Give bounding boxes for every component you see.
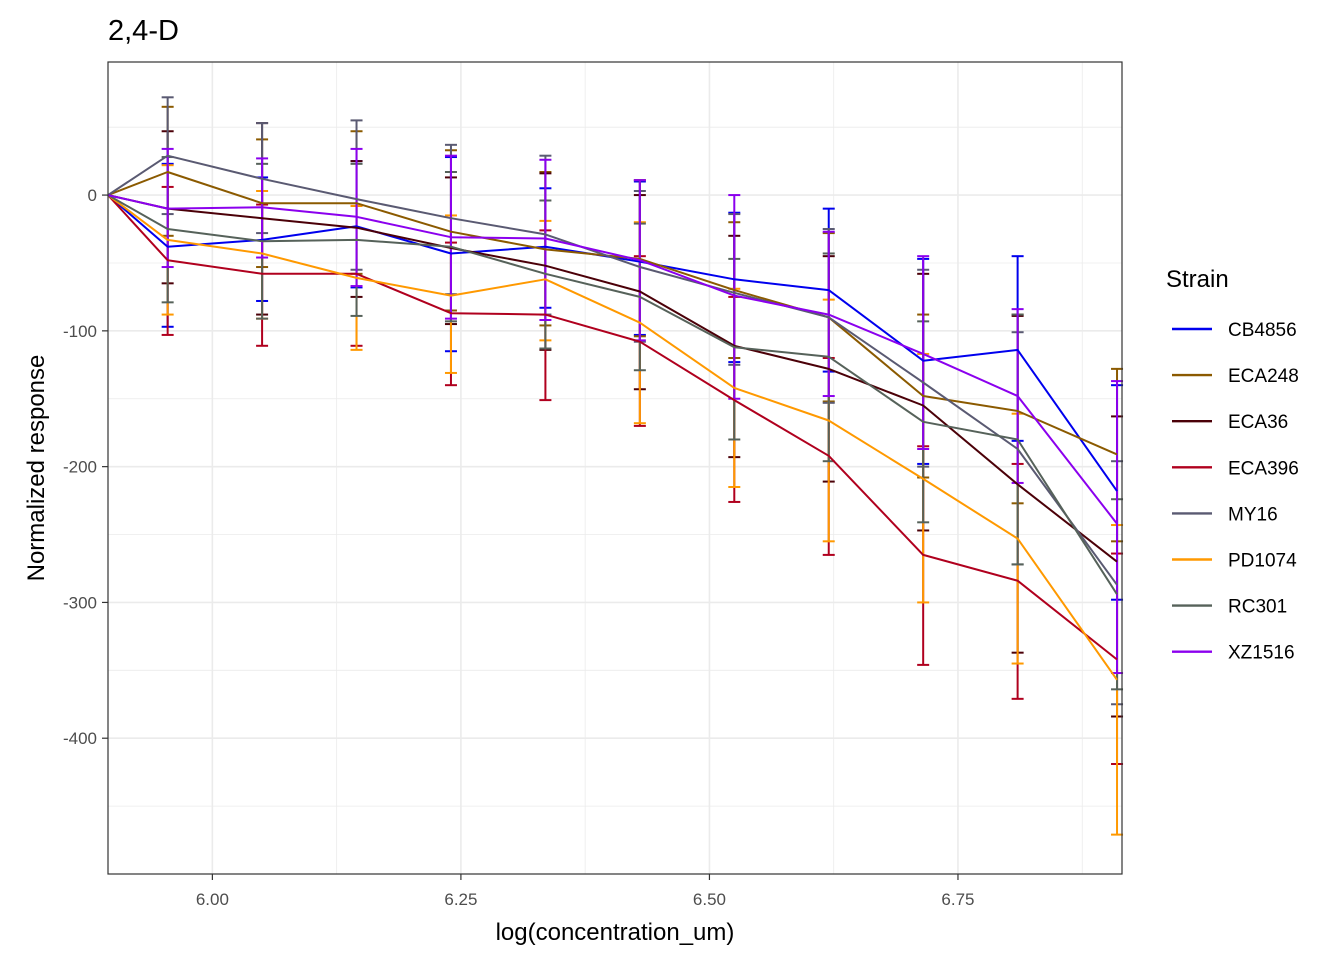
legend-label-pd1074: PD1074	[1228, 551, 1297, 572]
series-lines	[107, 154, 1118, 681]
series-line-eca396	[107, 194, 1118, 661]
legend-label-eca248: ECA248	[1228, 366, 1299, 387]
x-axis: 6.00 6.25 6.50 6.75	[196, 874, 975, 909]
y-tick-label: -400	[63, 729, 97, 748]
series-line-xz1516	[107, 194, 1118, 525]
y-axis: 0 -100 -200 -300 -400	[63, 186, 108, 748]
x-tick-label: 6.00	[196, 890, 229, 909]
legend-label-rc301: RC301	[1228, 597, 1287, 618]
x-axis-title: log(concentration_um)	[496, 919, 735, 946]
legend-title: Strain	[1166, 266, 1229, 293]
y-axis-title: Normalized response	[23, 355, 50, 582]
series-line-pd1074	[107, 194, 1118, 681]
y-tick-label: -100	[63, 322, 97, 341]
y-tick-label: -200	[63, 458, 97, 477]
series-line-my16	[107, 154, 1118, 586]
legend: Strain CB4856 ECA248 ECA36 ECA396 MY16 PD1074…	[1166, 266, 1299, 664]
legend-label-eca396: ECA396	[1228, 458, 1299, 479]
y-tick-label: -300	[63, 593, 97, 612]
legend-label-cb4856: CB4856	[1228, 320, 1297, 341]
gridlines	[108, 62, 1122, 875]
chart-title: 2,4-D	[108, 15, 179, 47]
legend-label-my16: MY16	[1228, 504, 1278, 525]
plot-panel	[108, 62, 1122, 874]
x-tick-label: 6.25	[444, 890, 477, 909]
series-line-rc301	[107, 194, 1118, 595]
plot-border	[107, 61, 1123, 875]
x-tick-label: 6.50	[693, 890, 726, 909]
x-tick-label: 6.75	[941, 890, 974, 909]
series-line-eca36	[107, 194, 1118, 563]
legend-label-eca36: ECA36	[1228, 412, 1288, 433]
legend-label-xz1516: XZ1516	[1228, 643, 1295, 664]
series-line-eca248	[107, 171, 1118, 456]
y-tick-label: 0	[88, 186, 97, 205]
